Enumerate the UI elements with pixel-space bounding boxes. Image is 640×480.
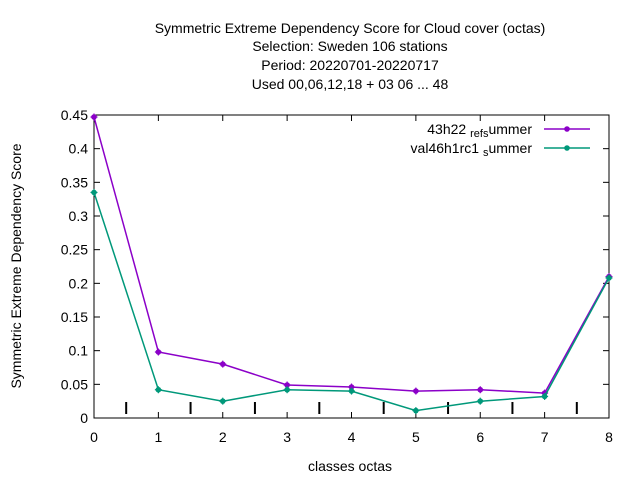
- y-tick-label: 0.45: [61, 107, 88, 123]
- legend-label-part: ummer: [488, 140, 532, 156]
- legend-label-part: s: [483, 128, 489, 140]
- y-tick-label: 0.05: [61, 376, 88, 392]
- x-tick-label: 0: [90, 429, 98, 445]
- chart-title: Symmetric Extreme Dependency Score for C…: [155, 20, 546, 92]
- x-tick-label: 2: [219, 429, 227, 445]
- legend-marker-1: [564, 126, 570, 132]
- y-axis-label: Symmetric Extreme Dependency Score: [8, 143, 24, 388]
- x-tick-label: 4: [348, 429, 356, 445]
- x-tick-label: 7: [541, 429, 549, 445]
- legend-label-part: val46h1rc1: [411, 140, 480, 156]
- legend-marker-2: [564, 145, 570, 151]
- title-line-3: Period: 20220701-20220717: [261, 57, 439, 73]
- x-axis: 0 1 2 3 4 5 6 7 8: [90, 115, 613, 445]
- legend-label-part: ummer: [488, 121, 532, 137]
- y-tick-label: 0.1: [69, 343, 89, 359]
- series-line-1: [93, 116, 610, 394]
- legend-label-1: 43h22 refsummer: [427, 121, 532, 140]
- series-layer: [90, 113, 613, 415]
- x-axis-label: classes octas: [308, 458, 392, 474]
- y-tick-label: 0.25: [61, 242, 88, 258]
- x-tick-label: 5: [412, 429, 420, 445]
- y-tick-label: 0.35: [61, 174, 88, 190]
- y-tick-label: 0.4: [69, 141, 89, 157]
- plot-frame: [93, 114, 610, 419]
- x-tick-label: 1: [154, 429, 162, 445]
- minor-ticks: [125, 402, 578, 414]
- legend-label-part: 43h22: [427, 121, 466, 137]
- title-line-4: Used 00,06,12,18 + 03 06 ... 48: [252, 76, 449, 92]
- title-line-1: Symmetric Extreme Dependency Score for C…: [155, 20, 546, 36]
- x-tick-label: 3: [283, 429, 291, 445]
- legend-label-part: ref: [470, 128, 484, 140]
- x-tick-label: 8: [605, 429, 613, 445]
- title-line-2: Selection: Sweden 106 stations: [252, 38, 447, 54]
- y-axis: 0 0.05 0.1 0.15 0.2 0.25 0.3 0.35 0.4 0.45: [61, 107, 609, 426]
- y-tick-label: 0.15: [61, 309, 88, 325]
- x-tick-label: 6: [476, 429, 484, 445]
- y-tick-label: 0.3: [69, 208, 89, 224]
- series-line-2: [93, 192, 610, 412]
- y-tick-label: 0: [80, 410, 88, 426]
- y-tick-label: 0.2: [69, 275, 89, 291]
- legend-label-2: val46h1rc1 summer: [411, 140, 533, 159]
- legend-label-part: s: [483, 147, 489, 159]
